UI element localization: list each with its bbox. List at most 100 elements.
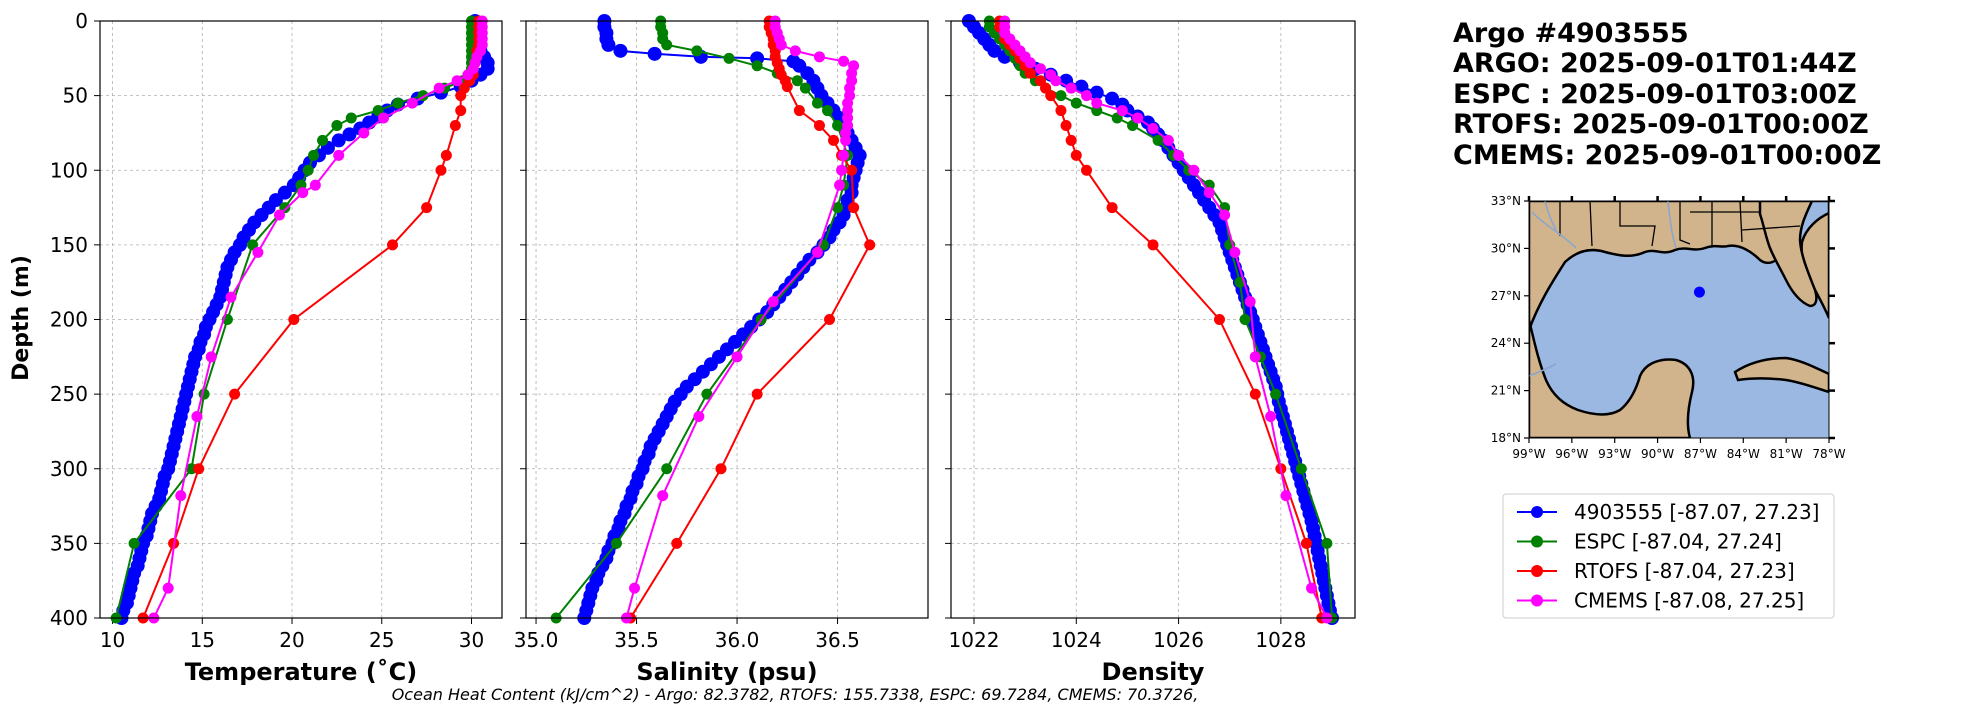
temperature-rtofs-point xyxy=(421,202,433,214)
legend-cmems-label: CMEMS [-87.08, 27.25] xyxy=(1574,589,1804,613)
map-state-borders xyxy=(1559,201,1801,247)
density-rtofs-point xyxy=(1147,239,1159,251)
density-rtofs-point xyxy=(1024,67,1036,79)
temperature-cmems-point xyxy=(333,149,345,161)
density-rtofs-point xyxy=(1065,134,1077,146)
salinity-rtofs-point xyxy=(846,164,858,176)
map-lat-label: 33°N xyxy=(1491,194,1521,208)
density-cmems-point xyxy=(1147,122,1159,134)
espc-time: ESPC : 2025-09-01T03:00Z xyxy=(1453,79,1857,110)
density-cmems-point xyxy=(1219,209,1231,221)
map-lon-label: 84°W xyxy=(1727,447,1760,461)
temperature-cmems-point xyxy=(309,179,321,191)
ocean-heat-content-text: Ocean Heat Content (kJ/cm^2) - Argo: 82.… xyxy=(392,685,1199,704)
salinity-rtofs-point xyxy=(715,463,727,475)
salinity-xtick-label: 35.5 xyxy=(614,628,659,652)
salinity-espc-point xyxy=(832,119,844,131)
salinity-espc-point xyxy=(691,45,703,57)
depth-tick-label: 100 xyxy=(50,158,88,182)
depth-tick-label: 350 xyxy=(50,531,88,555)
map-lat-label: 27°N xyxy=(1491,289,1521,303)
density-cmems-point xyxy=(1132,112,1144,124)
cmems-time: CMEMS: 2025-09-01T00:00Z xyxy=(1453,140,1881,171)
depth-tick-label: 150 xyxy=(50,233,88,257)
salinity-espc-point xyxy=(751,60,763,72)
temperature-cmems-point xyxy=(297,187,309,199)
temperature-rtofs-point xyxy=(455,90,467,102)
map-lon-label: 93°W xyxy=(1598,447,1631,461)
density-rtofs-point xyxy=(1213,314,1225,325)
density-cmems-point xyxy=(1024,57,1036,69)
salinity-espc-point xyxy=(832,202,844,214)
density-cmems-point xyxy=(1244,296,1256,308)
density-rtofs-point xyxy=(1045,90,1057,102)
salinity-espc-point xyxy=(610,537,622,549)
temperature-espc-point xyxy=(128,537,140,549)
salinity-cmems-point xyxy=(767,296,779,308)
density-espc-point xyxy=(1070,97,1082,109)
salinity-cmems-point xyxy=(775,39,787,51)
salinity-cmems-point xyxy=(838,55,850,67)
temperature-xtick-label: 10 xyxy=(100,628,125,652)
legend-rtofs-marker xyxy=(1531,565,1543,577)
temperature-panel: 0 50 100 150 200 250 300 350 400 10 15 20 25 30 Temper… xyxy=(50,9,503,686)
salinity-espc-point xyxy=(799,82,811,94)
salinity-rtofs-point xyxy=(751,388,763,400)
salinity-rtofs-point xyxy=(671,537,683,549)
density-cmems-point xyxy=(1249,351,1261,363)
density-argo-point xyxy=(1105,91,1120,106)
salinity-argo-point xyxy=(647,46,662,61)
density-cmems-point xyxy=(1280,490,1292,502)
density-rtofs-point xyxy=(1081,164,1093,176)
temperature-xtick-label: 15 xyxy=(190,628,215,652)
salinity-axis-label: Salinity (psu) xyxy=(636,658,817,686)
argo-float-title: Argo #4903555 xyxy=(1453,18,1689,49)
salinity-cmems-point xyxy=(693,411,705,423)
salinity-espc-point xyxy=(701,388,713,400)
temperature-rtofs-point xyxy=(440,149,452,161)
density-cmems-point xyxy=(1203,187,1215,199)
temperature-cmems-point xyxy=(433,82,445,94)
density-xtick-label: 1026 xyxy=(1153,628,1204,652)
density-espc-point xyxy=(1055,90,1067,102)
rtofs-time: RTOFS: 2025-09-01T00:00Z xyxy=(1453,109,1869,140)
map-land-cuba xyxy=(1733,356,1829,394)
profile-location-marker xyxy=(1693,286,1705,298)
legend-argo-marker xyxy=(1531,506,1543,518)
density-argo-point xyxy=(987,43,1002,58)
depth-tick-label: 400 xyxy=(50,606,88,630)
map-lat-label: 30°N xyxy=(1491,241,1521,255)
density-rtofs-point xyxy=(1300,537,1312,549)
temperature-rtofs-point xyxy=(387,239,399,251)
density-argo-point xyxy=(1089,85,1104,100)
salinity-espc-point xyxy=(822,105,833,117)
map-ticks: 33°N 30°N 27°N 24°N 21°N 18°N 99°W 96°W 93°W 90°W… xyxy=(1491,194,1846,461)
salinity-xtick-label: 36.0 xyxy=(715,628,760,652)
temperature-cmems-point xyxy=(162,582,174,594)
density-cmems-point xyxy=(1306,582,1318,594)
info-block: Argo #4903555 ARGO: 2025-09-01T01:44Z ES… xyxy=(1453,18,1881,171)
temperature-rtofs-point xyxy=(288,314,300,325)
density-xtick-label: 1022 xyxy=(949,628,1000,652)
density-xtick-label: 1024 xyxy=(1051,628,1102,652)
salinity-rtofs-point xyxy=(793,105,805,117)
density-cmems-point xyxy=(1034,63,1046,75)
temperature-cmems-point xyxy=(358,127,370,139)
location-map: 33°N 30°N 27°N 24°N 21°N 18°N 99°W 96°W 93°W 90°W… xyxy=(1491,194,1846,461)
temperature-cmems-point xyxy=(451,75,463,87)
temperature-espc-point xyxy=(392,97,404,109)
legend-espc-label: ESPC [-87.04, 27.24] xyxy=(1574,530,1782,554)
salinity-argo-point xyxy=(601,37,616,52)
salinity-cmems-point xyxy=(836,164,848,176)
depth-tick-label: 50 xyxy=(63,84,88,108)
legend-espc-marker xyxy=(1531,535,1543,548)
salinity-cmems-point xyxy=(789,45,801,57)
density-espc-point xyxy=(1321,537,1333,549)
salinity-panel: 35.0 35.5 36.0 36.5 Salinity (psu) xyxy=(514,14,929,686)
temperature-cmems-point xyxy=(406,97,418,109)
temperature-espc-point xyxy=(331,119,343,131)
temperature-cmems-point xyxy=(191,411,203,423)
salinity-xtick-label: 35.0 xyxy=(514,628,559,652)
temperature-rtofs-point xyxy=(193,463,205,475)
density-cmems-point xyxy=(1162,134,1174,146)
